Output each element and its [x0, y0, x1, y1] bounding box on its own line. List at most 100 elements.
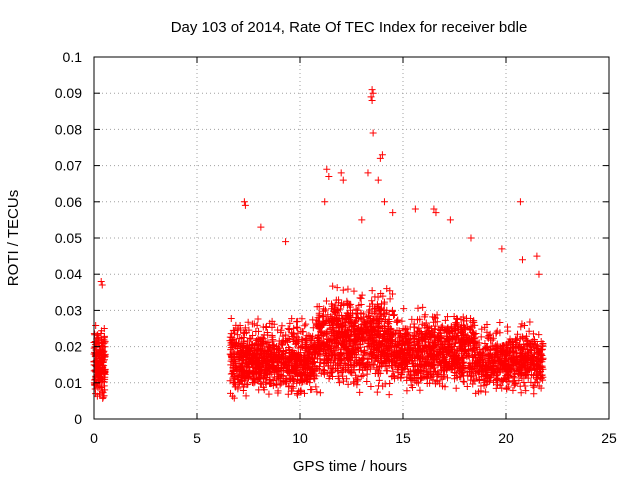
data-point [284, 390, 292, 398]
data-point [337, 319, 345, 327]
data-point [274, 346, 282, 354]
data-point [266, 319, 274, 327]
data-point [100, 392, 108, 400]
data-point [243, 372, 251, 380]
data-point [534, 345, 542, 353]
data-point [374, 323, 382, 331]
data-point [417, 361, 425, 369]
data-point [499, 376, 507, 384]
data-point [367, 383, 375, 391]
data-point [347, 330, 355, 338]
data-point [252, 327, 260, 335]
data-point [535, 270, 543, 278]
data-point [331, 349, 339, 357]
data-point [493, 364, 501, 372]
data-point [338, 299, 346, 307]
data-point [343, 301, 351, 309]
data-point [539, 356, 547, 364]
data-point [308, 385, 316, 393]
data-point [465, 361, 473, 369]
data-point [469, 328, 477, 336]
data-point [427, 325, 435, 333]
data-point [517, 323, 525, 331]
data-point [324, 356, 332, 364]
data-point [96, 356, 104, 364]
data-point [341, 366, 349, 374]
data-point [284, 335, 292, 343]
data-point [416, 315, 424, 323]
data-point [393, 318, 401, 326]
data-point [532, 341, 540, 349]
data-point [297, 358, 305, 366]
data-point [368, 320, 376, 328]
data-point [448, 350, 456, 358]
data-point [471, 369, 479, 377]
data-point [456, 344, 464, 352]
data-point [429, 347, 437, 355]
data-point [472, 351, 480, 359]
data-point [354, 345, 362, 353]
data-point [344, 300, 352, 308]
data-point [449, 334, 457, 342]
data-point [99, 393, 107, 401]
data-point [377, 290, 385, 298]
data-point [421, 362, 429, 370]
data-point [509, 347, 517, 355]
data-point [259, 340, 267, 348]
data-point [237, 335, 245, 343]
data-point [322, 297, 330, 305]
data-point [238, 352, 246, 360]
data-point [308, 342, 316, 350]
data-point [352, 317, 360, 325]
data-point [500, 354, 508, 362]
data-point [293, 379, 301, 387]
data-point [523, 352, 531, 360]
data-point [263, 348, 271, 356]
data-point [537, 384, 545, 392]
data-point [535, 331, 543, 339]
data-point [317, 332, 325, 340]
data-point [352, 374, 360, 382]
data-point [293, 391, 301, 399]
data-point [94, 366, 102, 374]
data-point [380, 300, 388, 308]
data-point [376, 363, 384, 371]
data-point [523, 342, 531, 350]
data-point [324, 345, 332, 353]
data-point [533, 341, 541, 349]
data-point [315, 343, 323, 351]
data-point [507, 339, 515, 347]
data-point [255, 368, 263, 376]
data-point [518, 256, 526, 264]
data-point [99, 344, 107, 352]
data-point [230, 394, 238, 402]
data-point [350, 378, 358, 386]
data-point [367, 361, 375, 369]
data-point [530, 390, 538, 398]
data-point [352, 309, 360, 317]
data-point [406, 338, 414, 346]
data-point [95, 337, 103, 345]
data-point [431, 342, 439, 350]
data-point [334, 354, 342, 362]
data-point [369, 129, 377, 137]
data-point [298, 315, 306, 323]
data-point [462, 338, 470, 346]
data-point [490, 362, 498, 370]
data-point [509, 386, 517, 394]
data-point [329, 373, 337, 381]
data-point [303, 351, 311, 359]
data-point [254, 361, 262, 369]
data-point [232, 342, 240, 350]
data-point [433, 318, 441, 326]
data-point [319, 330, 327, 338]
data-point [413, 362, 421, 370]
data-point [515, 344, 523, 352]
data-point [273, 380, 281, 388]
data-point [380, 198, 388, 206]
data-point [475, 376, 483, 384]
data-point [423, 372, 431, 380]
data-point [498, 245, 506, 253]
data-point [392, 343, 400, 351]
data-point [530, 383, 538, 391]
